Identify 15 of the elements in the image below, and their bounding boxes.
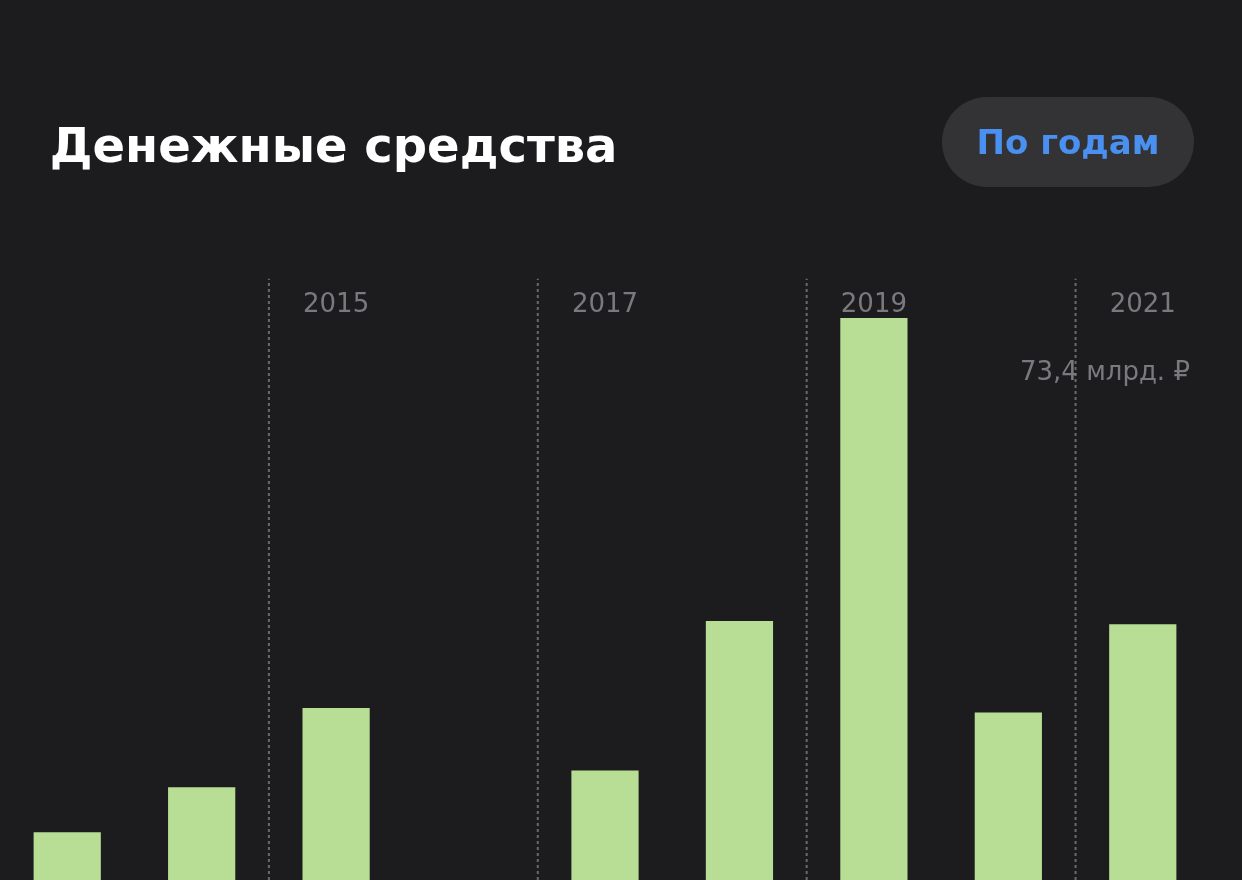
bar [1109, 624, 1177, 880]
bar [168, 787, 236, 880]
bar [974, 712, 1042, 880]
bar [571, 770, 639, 880]
bar [302, 708, 370, 880]
bar [840, 318, 908, 880]
annotation: 73,4 млрд. ₽ [1020, 356, 1190, 386]
chart-title: Денежные средства [49, 117, 618, 173]
x-tick-label: 2017 [571, 287, 639, 318]
x-tick-label: 2021 [1109, 287, 1176, 318]
bar [705, 620, 774, 880]
x-tick-label: 2019 [840, 287, 907, 318]
bar [33, 832, 101, 880]
period-button: По годам [942, 97, 1194, 187]
x-tick-label: 2015 [303, 287, 370, 318]
